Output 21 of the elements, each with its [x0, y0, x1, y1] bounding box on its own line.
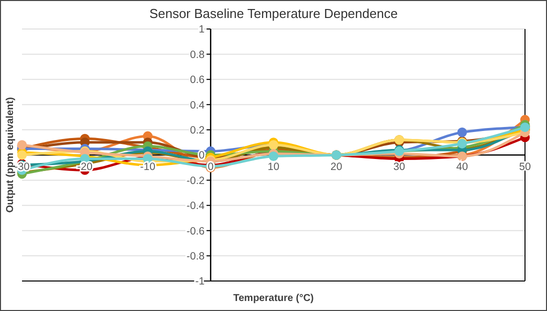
y-tick-label: -0.2 [186, 174, 205, 187]
y-tick-label: 0 [198, 150, 205, 162]
y-tick-label: -0.4 [186, 200, 205, 212]
y-tick-label: -0.6 [186, 225, 205, 238]
x-tick-label: 0 [208, 161, 214, 173]
x-tick-label: 30 [393, 161, 406, 173]
x-tick-label: 20 [330, 161, 342, 173]
x-tick-label: 10 [268, 161, 280, 173]
y-tick-label: 0.8 [190, 48, 205, 61]
point [457, 128, 467, 138]
y-tick-label: 0.6 [190, 74, 205, 86]
x-tick-label: 40 [456, 161, 468, 173]
chart-title: Sensor Baseline Temperature Dependence [149, 6, 398, 21]
y-axis-title: Output (ppm equivalent) [5, 97, 16, 213]
x-tick-label: -20 [77, 161, 93, 173]
y-tick-label: 1 [198, 24, 205, 36]
y-tick-label: 0.4 [190, 99, 205, 112]
point [17, 150, 27, 160]
y-tick-label: -0.8 [186, 250, 205, 262]
y-tick-label: 0.2 [190, 124, 205, 136]
x-axis-title: Temperature (°C) [233, 293, 314, 304]
